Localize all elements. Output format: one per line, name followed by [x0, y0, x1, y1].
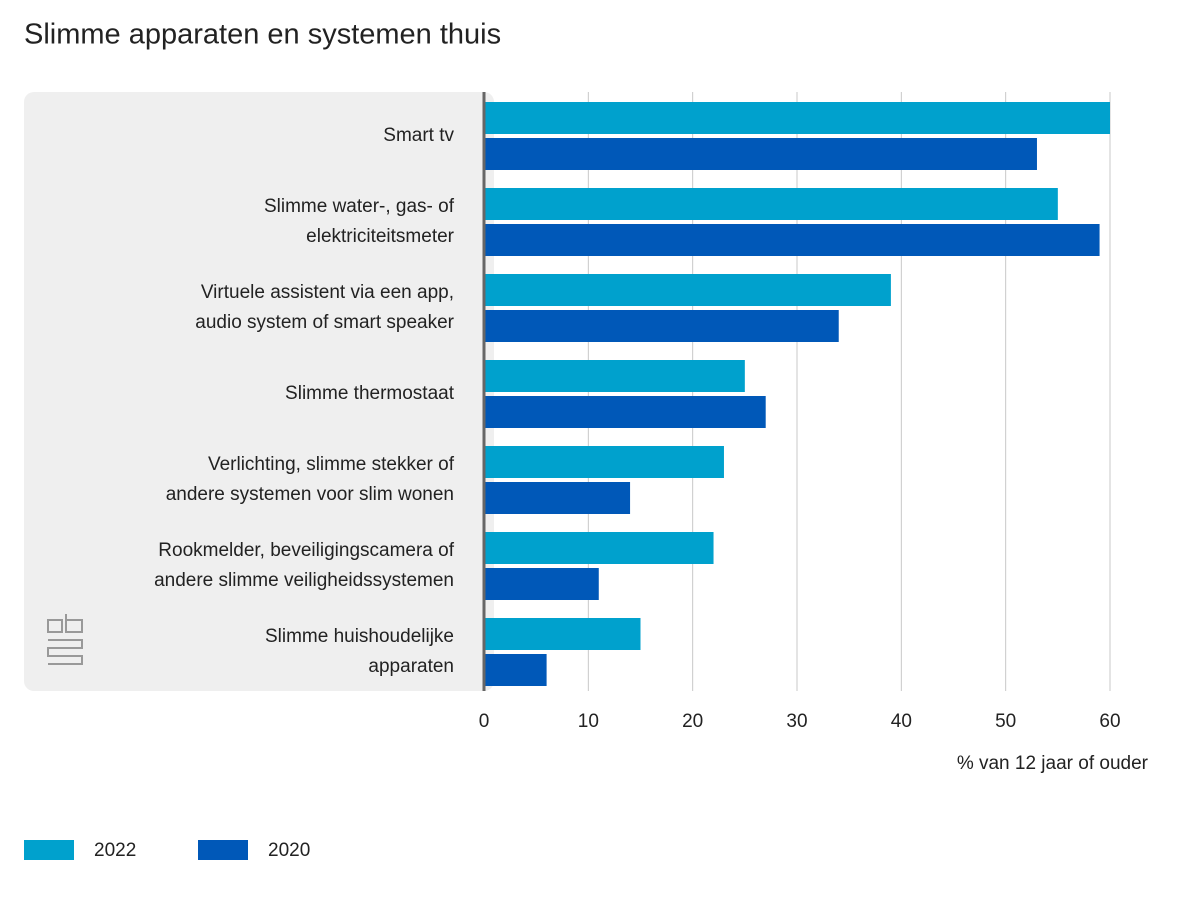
bar — [484, 568, 599, 600]
x-tick-label: 30 — [786, 711, 807, 732]
bar — [484, 618, 641, 650]
y-tick-label-line: Smart tv — [383, 125, 454, 146]
y-tick-label: Verlichting, slimme stekker of andere sys… — [166, 454, 455, 505]
x-tick-label: 50 — [995, 711, 1016, 732]
bar — [484, 360, 745, 392]
chart-title: Slimme apparaten en systemen thuis — [24, 19, 501, 51]
legend-label: 2022 — [94, 840, 136, 861]
bar — [484, 138, 1037, 170]
y-tick-label: Virtuele assistent via een app, audio sys… — [195, 282, 454, 333]
logo — [47, 614, 83, 665]
y-tick-label-line: Slimme thermostaat — [285, 383, 455, 404]
legend-label: 2020 — [268, 840, 310, 861]
legend-swatch — [198, 840, 248, 860]
y-tick-label-line: Slimme water-, gas- of — [264, 196, 455, 217]
y-tick-label: Slimme huishoudelijke apparaten — [265, 626, 454, 677]
y-tick-label-line: andere systemen voor slim wonen — [166, 484, 454, 505]
y-tick-label-line: Verlichting, slimme stekker of — [208, 454, 455, 475]
bar — [484, 310, 839, 342]
bar — [484, 224, 1100, 256]
y-tick-label: Smart tv — [383, 125, 454, 146]
bar — [484, 274, 891, 306]
bar — [484, 188, 1058, 220]
y-tick-label: Slimme water-, gas- of elektriciteitsmete… — [264, 196, 455, 247]
bar — [484, 532, 714, 564]
y-tick-label-line: apparaten — [368, 656, 454, 677]
bar — [484, 102, 1110, 134]
y-tick-label-line: elektriciteitsmeter — [306, 226, 454, 247]
legend-swatch — [24, 840, 74, 860]
x-tick-label: 40 — [891, 711, 912, 732]
x-tick-label: 10 — [578, 711, 599, 732]
y-tick-label-line: audio system of smart speaker — [195, 312, 454, 333]
y-tick-label-line: andere slimme veiligheidssystemen — [154, 570, 454, 591]
y-tick-label-line: Rookmelder, beveiligingscamera of — [158, 540, 454, 561]
y-tick-label: Slimme thermostaat — [285, 383, 455, 404]
x-tick-label: 0 — [479, 711, 490, 732]
x-tick-label: 20 — [682, 711, 703, 732]
y-tick-label: Rookmelder, beveiligingscamera of andere … — [154, 540, 455, 591]
bar — [484, 396, 766, 428]
x-axis-title: % van 12 jaar of ouder — [957, 753, 1149, 774]
x-tick-label: 60 — [1099, 711, 1120, 732]
label-panel — [24, 92, 494, 691]
bar — [484, 654, 547, 686]
bar — [484, 446, 724, 478]
y-tick-label-line: Virtuele assistent via een app, — [201, 282, 454, 303]
y-tick-label-line: Slimme huishoudelijke — [265, 626, 454, 647]
bar — [484, 482, 631, 514]
